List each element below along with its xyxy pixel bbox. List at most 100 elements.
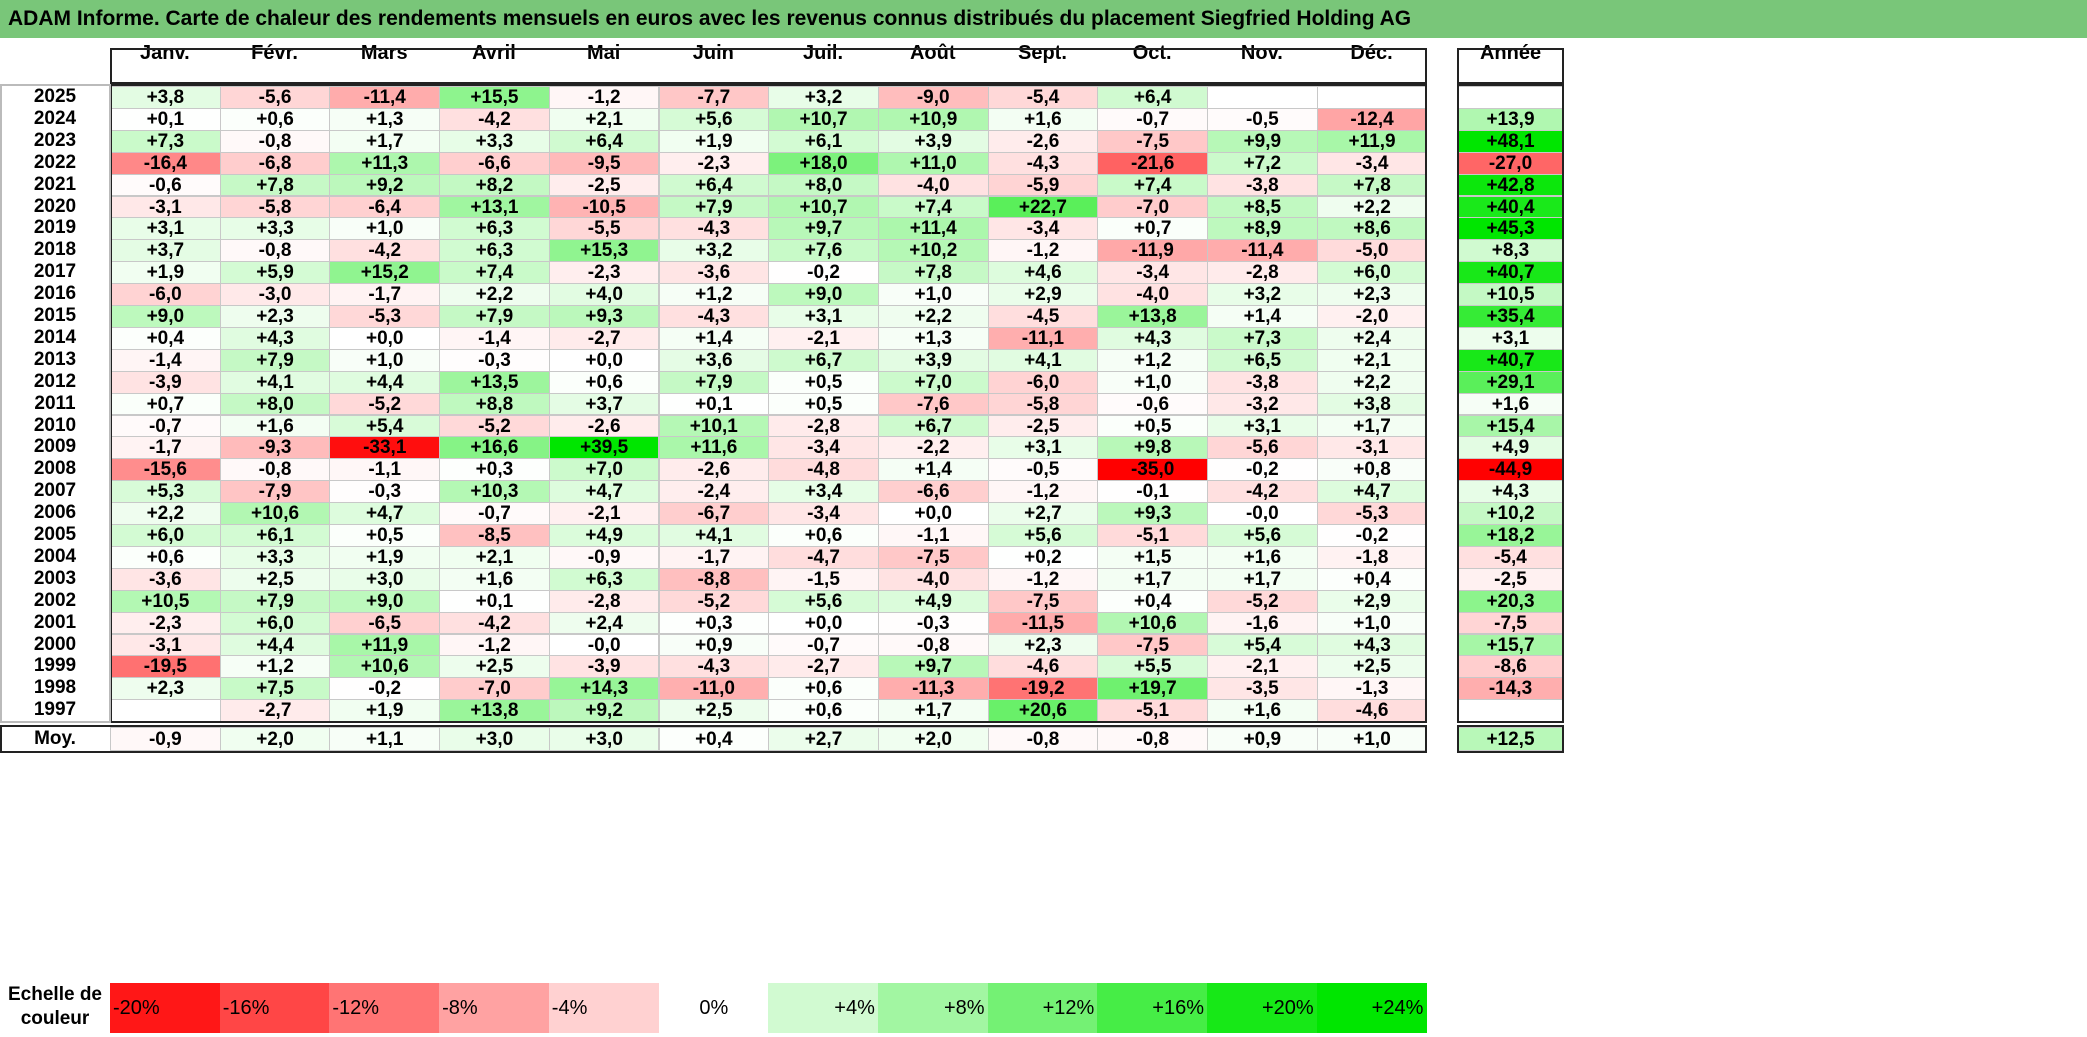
month-header: Juin [692,42,734,64]
heatmap-cell: +2,4 [1316,326,1428,350]
heatmap-cell: +10,6 [329,655,441,679]
average-cell: +3,0 [439,727,550,752]
year-label: 2024 [33,107,77,129]
heatmap-cell: +3,1 [1207,414,1318,438]
heatmap-cell: +0,6 [768,699,879,723]
heatmap-cell: -21,6 [1097,151,1208,175]
heatmap-cell: +2,5 [219,567,331,591]
heatmap-cell: -3,9 [110,370,221,394]
heatmap-cell: -10,5 [548,195,660,219]
heatmap-cell: +3,0 [329,567,441,591]
annual-cell: +48,1 [1457,129,1564,153]
heatmap-cell: +10,5 [110,589,221,613]
heatmap-cell: -11,3 [877,677,989,701]
annual-cell: +15,7 [1457,633,1564,657]
year-label: 2001 [33,611,77,633]
heatmap-cell: -2,1 [768,326,879,350]
year-label: 2020 [33,195,77,217]
color-scale-swatch: 0% [658,983,770,1033]
heatmap-cell: +18,0 [768,151,879,175]
heatmap-cell: -5,2 [1207,589,1318,613]
heatmap-cell: -3,2 [1207,392,1318,416]
heatmap-cell: +1,7 [877,699,989,723]
month-header: Août [909,42,956,64]
heatmap-cell: -19,2 [987,677,1099,701]
month-header: Déc. [1350,42,1393,64]
heatmap-cell: +11,4 [877,217,989,241]
heatmap-cell: -4,3 [658,655,770,679]
heatmap-cell: -7,5 [1097,633,1208,657]
heatmap-cell: +7,3 [110,129,221,153]
heatmap-cell: +3,1 [110,217,221,241]
heatmap-cell: -9,5 [548,151,660,175]
heatmap-cell: +0,7 [110,392,221,416]
heatmap-cell: -3,9 [548,655,660,679]
heatmap-cell: +7,9 [439,305,550,328]
heatmap-cell: +3,2 [1207,283,1318,306]
average-cell: +2,7 [768,727,879,752]
heatmap-cell: +9,3 [548,305,660,328]
heatmap-cell: -0,5 [987,458,1099,482]
year-label: 2017 [33,261,77,283]
heatmap-cell: +2,3 [110,677,221,701]
heatmap-cell: -5,9 [987,173,1099,197]
heatmap-cell: +1,7 [1097,567,1208,591]
heatmap-cell: -3,4 [987,217,1099,241]
heatmap-cell: +0,5 [329,524,441,547]
heatmap-cell: -4,6 [1316,699,1428,723]
heatmap-cell: +7,4 [1097,173,1208,197]
year-label: 2023 [33,129,77,151]
heatmap-cell: +6,1 [768,129,879,153]
heatmap-cell: +7,9 [219,348,331,372]
color-scale-swatch: -8% [439,983,550,1033]
heatmap-cell: -4,3 [658,305,770,328]
heatmap-cell: -0,2 [329,677,441,701]
heatmap-cell: -4,7 [768,545,879,569]
heatmap-cell: +6,3 [439,239,550,263]
heatmap-cell: -2,7 [219,699,331,723]
color-scale-swatch: +8% [877,983,989,1033]
heatmap-cell: +13,8 [439,699,550,723]
heatmap-cell: -5,0 [1316,239,1428,263]
year-label: 2025 [33,86,77,107]
heatmap-cell: +9,2 [329,173,441,197]
year-label: 2012 [33,370,77,392]
heatmap-cell: -4,2 [439,107,550,131]
heatmap-cell: +0,5 [1097,414,1208,438]
heatmap-cell: -2,7 [548,326,660,350]
annual-cell: +42,8 [1457,173,1564,197]
heatmap-cell: +0,4 [110,326,221,350]
heatmap-cell: -2,3 [548,261,660,285]
year-label: 2015 [33,305,77,326]
heatmap-cell: +6,5 [1207,348,1318,372]
heatmap-cell: +3,2 [658,239,770,263]
annual-cell [1457,699,1564,723]
annual-cell: +29,1 [1457,370,1564,394]
heatmap-cell: +1,6 [439,567,550,591]
heatmap-cell: +10,7 [768,195,879,219]
heatmap-cell: +0,0 [768,611,879,635]
heatmap-cell: -2,1 [548,502,660,525]
year-label: 1998 [33,677,77,699]
heatmap-cell: +16,6 [439,436,550,460]
heatmap-cell: -4,3 [658,217,770,241]
heatmap-cell: +0,0 [877,502,989,525]
heatmap-cell [110,699,221,723]
year-label: 2022 [33,151,77,173]
heatmap-cell: +15,5 [439,86,550,109]
heatmap-cell: +9,2 [548,699,660,723]
heatmap-cell: +1,4 [877,458,989,482]
heatmap-cell: +4,1 [987,348,1099,372]
heatmap-cell: +0,6 [548,370,660,394]
heatmap-cell: +4,1 [658,524,770,547]
average-cell: +2,0 [877,727,989,752]
heatmap-cell: +0,6 [110,545,221,569]
heatmap-cell: +13,8 [1097,305,1208,328]
heatmap-cell: -15,6 [110,458,221,482]
heatmap-cell: -7,6 [877,392,989,416]
heatmap-cell: +1,7 [1207,567,1318,591]
heatmap-cell: +0,9 [658,633,770,657]
heatmap-cell: +13,1 [439,195,550,219]
heatmap-cell: +0,1 [658,392,770,416]
heatmap-cell: -1,1 [329,458,441,482]
